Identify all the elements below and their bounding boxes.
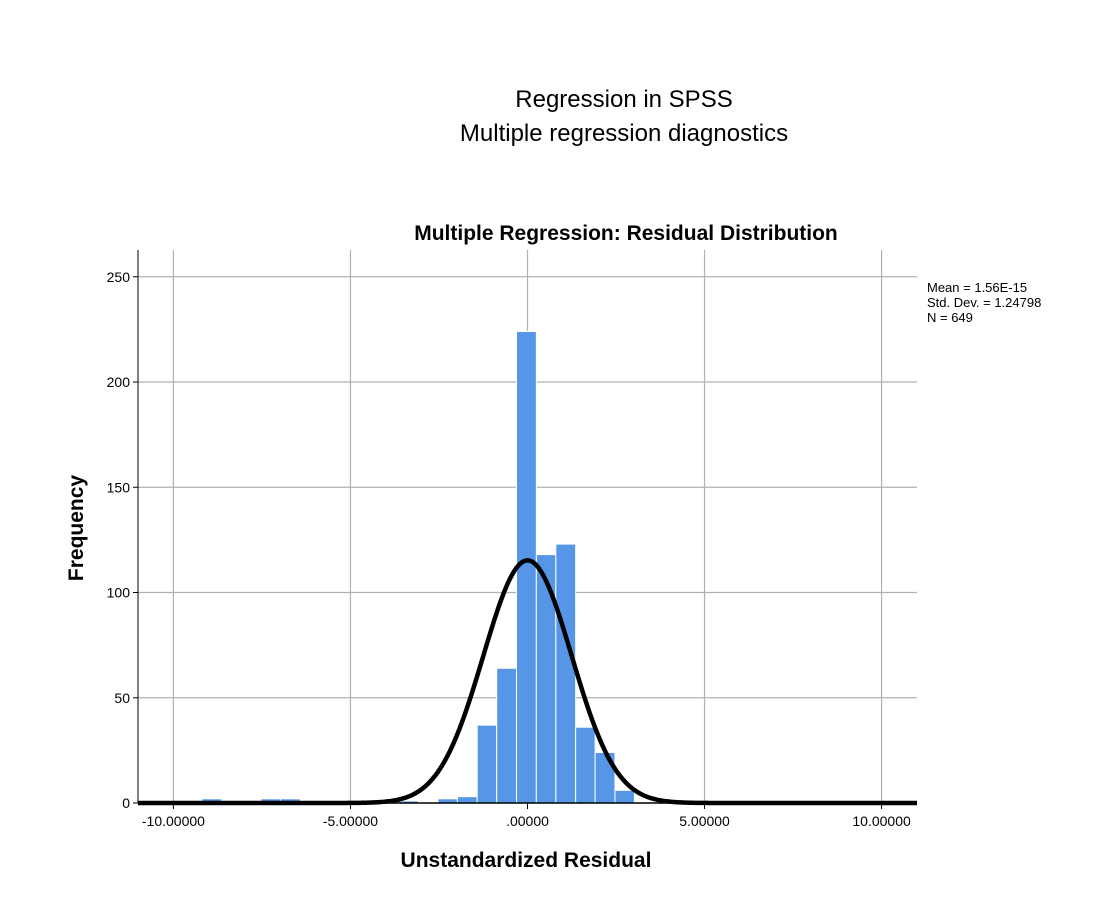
stat-mean: Mean = 1.56E-15 xyxy=(927,280,1028,295)
chart-title: Multiple Regression: Residual Distributi… xyxy=(414,222,838,245)
y-tick-label: 250 xyxy=(107,269,131,285)
y-tick-label: 200 xyxy=(107,374,131,390)
x-tick-label: 5.00000 xyxy=(679,813,730,829)
y-tick-label: 0 xyxy=(122,795,130,811)
page-subtitle: Multiple regression diagnostics xyxy=(459,120,789,147)
page-title: Regression in SPSS xyxy=(515,86,733,113)
summary-stats: Mean = 1.56E-15 Std. Dev. = 1.24798 N = … xyxy=(927,280,1041,325)
histogram-bar xyxy=(614,789,635,804)
tick-labels: 0 50 100 150 200 250 -10.00000 -5.00000 .00000 5.… xyxy=(107,269,911,829)
x-tick-label: 10.00000 xyxy=(852,813,911,829)
histogram-bar xyxy=(456,796,478,804)
y-tick-label: 50 xyxy=(114,690,130,706)
x-tick-label: -5.00000 xyxy=(323,813,378,829)
stat-std-dev: Std. Dev. = 1.24798 xyxy=(927,295,1042,310)
histogram-bars xyxy=(201,330,635,804)
x-tick-label: .00000 xyxy=(506,813,549,829)
stat-n: N = 649 xyxy=(927,310,973,325)
histogram-bar xyxy=(555,543,577,804)
y-axis-label: Frequency xyxy=(65,475,88,582)
histogram-bar xyxy=(476,724,498,804)
x-axis-label: Unstandardized Residual xyxy=(401,849,652,872)
x-tick-label: -10.00000 xyxy=(142,813,205,829)
y-tick-label: 150 xyxy=(107,479,131,495)
histogram-bar xyxy=(496,667,518,804)
histogram-bar xyxy=(575,726,596,804)
y-tick-label: 100 xyxy=(107,585,131,601)
